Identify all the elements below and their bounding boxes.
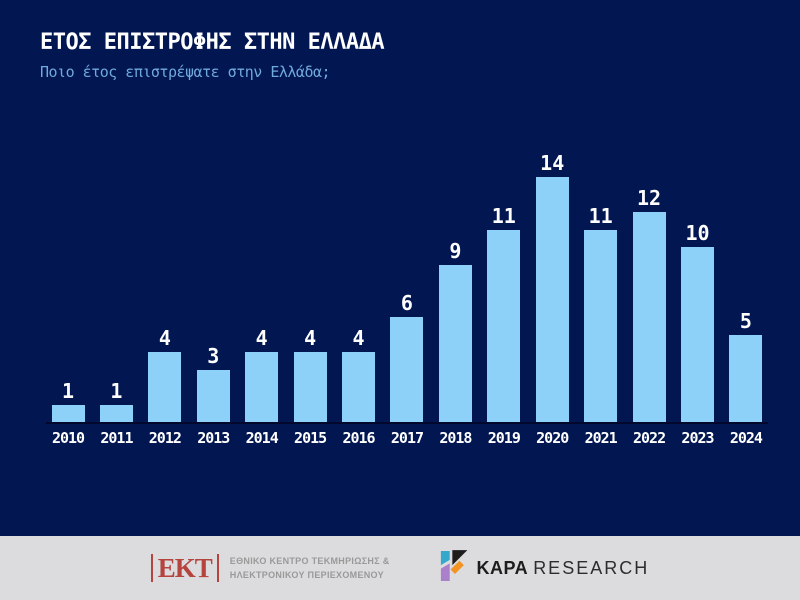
x-axis-label: 2012 xyxy=(148,429,182,447)
bar-value-label: 11 xyxy=(491,203,516,228)
bar-chart: 1 1 4 3 4 4 4 6 9 11 14 11 12 10 5 2010 2011 2012 2013 201… xyxy=(46,148,768,447)
chart-subtitle: Ποιο έτος επιστρέψατε στην Ελλάδα; xyxy=(40,63,331,81)
x-axis-label: 2022 xyxy=(633,429,666,447)
ekt-logo-acronym: ΕΚΤ xyxy=(150,553,219,582)
bar-value-label: 4 xyxy=(352,326,365,350)
bar-cell: 11 xyxy=(484,203,524,422)
x-axis-label: 2011 xyxy=(100,429,133,447)
bar-value-label: 1 xyxy=(61,378,75,403)
bar-value-label: 14 xyxy=(540,151,565,175)
bar-cell: 14 xyxy=(532,153,572,422)
x-axis-label: 2020 xyxy=(536,429,569,447)
x-axis-label: 2023 xyxy=(681,429,714,447)
bar-value-label: 1 xyxy=(110,378,123,403)
x-axis-label: 2010 xyxy=(51,429,85,447)
kapa-logo-bold: KAPA xyxy=(476,557,529,578)
x-axis-label: 2013 xyxy=(197,429,230,447)
bar xyxy=(148,352,182,422)
bar-value-label: 5 xyxy=(739,308,752,333)
bar-cell: 11 xyxy=(581,203,621,422)
chart-title: ΕΤΟΣ ΕΠΙΣΤΡΟΦΗΣ ΣΤΗΝ ΕΛΛΑΔΑ xyxy=(40,30,385,55)
bar-value-label: 11 xyxy=(588,203,613,228)
kapa-research-logo: KAPA RESEARCH xyxy=(440,549,650,587)
bar-cell: 4 xyxy=(339,328,379,422)
bar-cell: 5 xyxy=(726,308,766,422)
bar-value-label: 4 xyxy=(304,326,317,350)
x-axis-label: 2017 xyxy=(390,429,424,447)
bar xyxy=(51,404,85,422)
bar xyxy=(632,212,666,422)
bar-cell: 6 xyxy=(387,293,427,422)
bar xyxy=(293,352,327,422)
x-axis-label: 2018 xyxy=(439,429,472,447)
x-axis-label: 2015 xyxy=(294,429,327,447)
bar xyxy=(245,352,279,422)
x-axis-label: 2014 xyxy=(245,429,279,447)
bar-cell: 10 xyxy=(677,223,717,422)
bar-value-label: 12 xyxy=(637,186,662,210)
bar-cell: 4 xyxy=(242,328,282,422)
bar-value-label: 9 xyxy=(449,238,462,263)
ekt-logo: ΕΚΤ ΕΘΝΙΚΟ ΚΕΝΤΡΟ ΤΕΚΜΗΡΙΩΣΗΣ & ΗΛΕΚΤΡΟΝ… xyxy=(150,553,390,583)
x-axis-label: 2016 xyxy=(342,429,375,447)
ekt-logo-name-line2: ΗΛΕΚΤΡΟΝΙΚΟΥ ΠΕΡΙΕΧΟΜΕΝΟΥ xyxy=(229,570,384,580)
bar-value-label: 4 xyxy=(255,326,268,350)
x-axis-label: 2024 xyxy=(729,429,763,447)
bar-value-label: 10 xyxy=(685,221,710,245)
kapa-k-icon xyxy=(440,549,470,587)
bar-cell: 1 xyxy=(96,378,136,422)
kapa-logo-regular: RESEARCH xyxy=(533,557,650,578)
bar-chart-plot: 1 1 4 3 4 4 4 6 9 11 14 11 12 10 5 xyxy=(46,148,768,424)
bar xyxy=(438,264,472,422)
bar-value-label: 3 xyxy=(207,343,220,368)
bar xyxy=(196,369,230,422)
bar xyxy=(487,229,521,422)
x-axis-label: 2021 xyxy=(584,429,618,447)
bar-value-label: 6 xyxy=(400,291,413,315)
bar-cell: 3 xyxy=(193,343,233,422)
ekt-logo-name-line1: ΕΘΝΙΚΟ ΚΕΝΤΡΟ ΤΕΚΜΗΡΙΩΣΗΣ & xyxy=(229,555,390,566)
x-axis-labels: 2010 2011 2012 2013 2014 2015 2016 2017 2018 2019… xyxy=(46,429,768,447)
kapa-logo-text: KAPA RESEARCH xyxy=(477,558,650,579)
bar xyxy=(729,334,763,422)
footer: ΕΚΤ ΕΘΝΙΚΟ ΚΕΝΤΡΟ ΤΕΚΜΗΡΙΩΣΗΣ & ΗΛΕΚΤΡΟΝ… xyxy=(0,536,800,600)
bar-cell: 9 xyxy=(435,238,475,422)
bar-cell: 4 xyxy=(290,328,330,422)
bar-cell: 1 xyxy=(48,378,88,422)
bar-cell: 4 xyxy=(145,328,185,422)
ekt-logo-name: ΕΘΝΙΚΟ ΚΕΝΤΡΟ ΤΕΚΜΗΡΙΩΣΗΣ & ΗΛΕΚΤΡΟΝΙΚΟΥ… xyxy=(230,554,390,583)
bar-value-label: 4 xyxy=(158,326,171,350)
x-axis-label: 2019 xyxy=(487,429,521,447)
bar xyxy=(342,352,376,422)
bar xyxy=(390,317,424,422)
bar xyxy=(99,404,133,422)
bar-cell: 12 xyxy=(629,188,669,422)
bar xyxy=(680,247,714,422)
bar xyxy=(535,177,569,422)
bar xyxy=(584,229,618,422)
